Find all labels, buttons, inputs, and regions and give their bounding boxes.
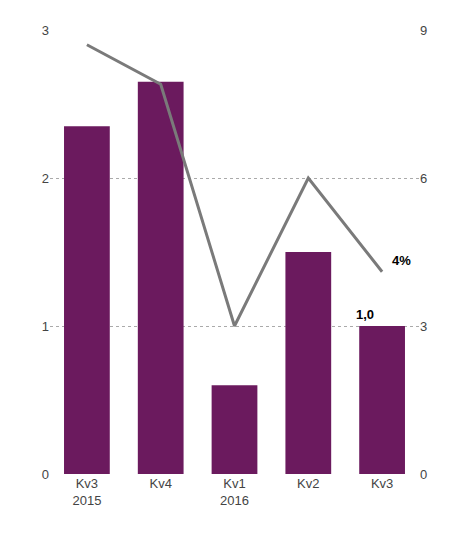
svg-text:Kv4: Kv4 [149,476,171,491]
svg-text:6: 6 [420,171,427,186]
svg-text:3: 3 [42,23,49,38]
svg-text:Kv32015: Kv32015 [72,476,101,508]
svg-text:Kv12016: Kv12016 [220,476,249,508]
svg-text:2: 2 [42,171,49,186]
svg-text:1: 1 [42,319,49,334]
svg-text:9: 9 [420,23,427,38]
svg-text:4%: 4% [392,253,411,268]
svg-text:Kv2: Kv2 [297,476,319,491]
svg-text:1,0: 1,0 [356,307,374,322]
svg-text:Kv3: Kv3 [371,476,393,491]
svg-text:0: 0 [420,467,427,482]
svg-text:0: 0 [42,467,49,482]
svg-text:3: 3 [420,319,427,334]
